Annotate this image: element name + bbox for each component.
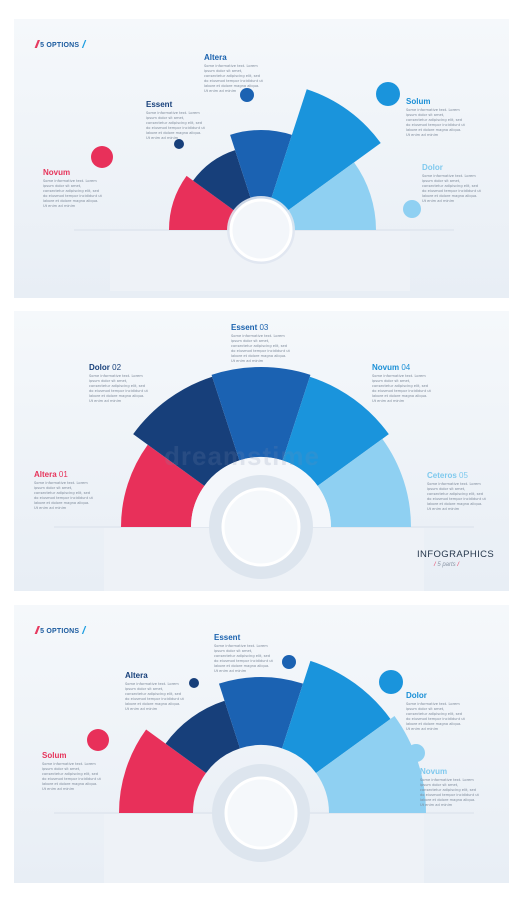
description-altera: Some informative text. Lorem ipsum dolor…: [34, 481, 93, 510]
center-hub: [224, 776, 298, 850]
infographics-title: INFOGRAPHICS: [417, 549, 495, 560]
badge-label: 5 OPTIONS: [40, 41, 80, 49]
sector-dolor: [282, 660, 391, 774]
slash-icon: //: [35, 625, 39, 637]
chart-panel-1: // 5 OPTIONS / Novum Some informative te…: [14, 19, 509, 298]
slash-icon: /: [82, 39, 86, 51]
semicircle-chart-3: [54, 655, 474, 883]
label-dolor: Dolor: [406, 691, 427, 700]
description-dolor: Some informative text. Lorem ipsum dolor…: [89, 374, 148, 403]
label-essent: Essent: [146, 100, 173, 109]
description-altera: Some informative text. Lorem ipsum dolor…: [204, 64, 263, 93]
label-novum: Novum: [420, 767, 448, 776]
badge-label: 5 OPTIONS: [40, 627, 80, 635]
sector-essent: [218, 677, 304, 749]
sector-dolor: [133, 376, 240, 486]
sector-dolor: [277, 162, 376, 230]
label-altera: Altera: [204, 53, 227, 62]
label-essent: Essent: [214, 633, 241, 642]
hatched-circle-icon: [376, 82, 400, 106]
description-essent: Some informative text. Lorem ipsum dolor…: [231, 334, 290, 363]
description-essent: Some informative text. Lorem ipsum dolor…: [146, 111, 205, 140]
sector-altera: [121, 444, 205, 527]
hatched-circle-icon: [240, 88, 254, 102]
sector-solum: [119, 729, 206, 813]
chart-panel-2: dreamstime Altera 01 Some informative te…: [14, 311, 509, 591]
sector-essent: [211, 367, 311, 461]
description-novum: Some informative text. Lorem ipsum dolor…: [372, 374, 431, 403]
hatched-circle-icon: [379, 670, 403, 694]
hatched-circle-icon: [91, 146, 113, 168]
sector-novum: [316, 716, 426, 813]
sector-ceteros: [317, 438, 411, 527]
dot-icon: [189, 678, 199, 688]
label-altera: Altera 01: [34, 470, 68, 479]
label-novum: Novum: [43, 168, 71, 177]
description-essent: Some informative text. Lorem ipsum dolor…: [214, 644, 273, 673]
description-solum: Some informative text. Lorem ipsum dolor…: [42, 762, 101, 791]
description-ceteros: Some informative text. Lorem ipsum dolor…: [427, 482, 486, 511]
label-dolor: Dolor: [422, 163, 443, 172]
chart-sectors: [121, 367, 411, 527]
sector-altera: [230, 130, 292, 211]
options-badge: // 5 OPTIONS /: [35, 625, 86, 637]
label-solum: Solum: [406, 97, 431, 106]
chart-panel-3: // 5 OPTIONS / Solum Some informative te…: [14, 605, 509, 883]
description-novum: Some informative text. Lorem ipsum dolor…: [43, 179, 102, 208]
sector-altera: [165, 700, 240, 774]
label-dolor: Dolor 02: [89, 363, 122, 372]
slash-icon: //: [35, 39, 39, 51]
label-essent: Essent 03: [231, 323, 269, 332]
label-solum: Solum: [42, 751, 67, 760]
semicircle-chart-1: [74, 82, 454, 291]
label-ceteros: Ceteros 05: [427, 471, 468, 480]
sector-novum: [282, 376, 389, 486]
sector-essent: [193, 150, 255, 219]
options-badge: // 5 OPTIONS /: [35, 39, 86, 51]
watermark: dreamstime: [164, 441, 320, 471]
chart-sectors: [119, 660, 426, 813]
chart-sectors: [169, 89, 381, 230]
hatched-circle-icon: [403, 200, 421, 218]
sector-novum: [169, 175, 245, 230]
hatched-circle-icon: [87, 729, 109, 751]
center-hub: [229, 198, 293, 262]
description-dolor: Some informative text. Lorem ipsum dolor…: [406, 702, 465, 731]
hatched-circle-icon: [282, 655, 296, 669]
description-solum: Some informative text. Lorem ipsum dolor…: [406, 108, 465, 137]
dot-icon: [174, 139, 184, 149]
center-hub: [221, 487, 301, 567]
label-novum: Novum 04: [372, 363, 411, 372]
slash-icon: /: [82, 625, 86, 637]
description-novum: Some informative text. Lorem ipsum dolor…: [420, 778, 479, 807]
label-altera: Altera: [125, 671, 148, 680]
infographics-subtitle: / 5 parts /: [434, 562, 460, 568]
sector-solum: [267, 89, 381, 219]
hatched-circle-icon: [407, 744, 425, 762]
semicircle-chart-2: [54, 367, 474, 591]
description-dolor: Some informative text. Lorem ipsum dolor…: [422, 174, 481, 203]
description-altera: Some informative text. Lorem ipsum dolor…: [125, 682, 184, 711]
